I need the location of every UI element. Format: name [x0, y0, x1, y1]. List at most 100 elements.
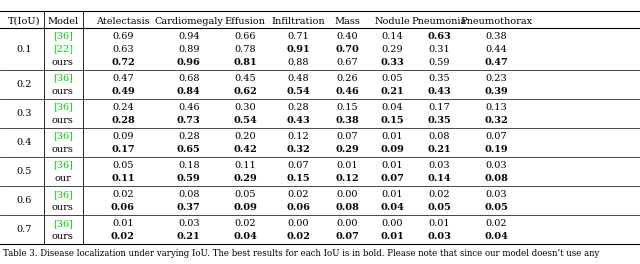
- Text: 0.15: 0.15: [337, 103, 358, 112]
- Text: 0.01: 0.01: [381, 190, 403, 199]
- Text: ours: ours: [52, 116, 74, 125]
- Text: 0.04: 0.04: [484, 232, 508, 241]
- Text: 0.43: 0.43: [286, 116, 310, 125]
- Text: 0.14: 0.14: [381, 32, 403, 41]
- Text: 0.11: 0.11: [234, 161, 256, 170]
- Text: 0.12: 0.12: [336, 174, 359, 183]
- Text: 0.81: 0.81: [234, 58, 257, 67]
- Text: 0.02: 0.02: [111, 232, 135, 241]
- Text: 0.4: 0.4: [17, 138, 32, 147]
- Text: [36]: [36]: [52, 219, 73, 228]
- Text: 0.02: 0.02: [287, 190, 309, 199]
- Text: 0.45: 0.45: [234, 74, 256, 83]
- Text: [36]: [36]: [52, 161, 73, 170]
- Text: 0.31: 0.31: [428, 45, 450, 54]
- Text: 0.44: 0.44: [485, 45, 507, 54]
- Text: 0.7: 0.7: [17, 225, 32, 234]
- Text: 0.11: 0.11: [111, 174, 134, 183]
- Text: 0.84: 0.84: [177, 87, 201, 96]
- Text: 0.07: 0.07: [287, 161, 309, 170]
- Text: 0.03: 0.03: [485, 161, 507, 170]
- Text: Infiltration: Infiltration: [271, 17, 325, 26]
- Text: 0.04: 0.04: [233, 232, 257, 241]
- Text: our: our: [54, 174, 71, 183]
- Text: 0.59: 0.59: [177, 174, 201, 183]
- Text: 0.07: 0.07: [337, 132, 358, 141]
- Text: 0.29: 0.29: [335, 145, 360, 154]
- Text: 0.54: 0.54: [286, 87, 310, 96]
- Text: 0.08: 0.08: [428, 132, 450, 141]
- Text: 0.28: 0.28: [111, 116, 135, 125]
- Text: 0.3: 0.3: [17, 109, 32, 118]
- Text: 0.01: 0.01: [381, 161, 403, 170]
- Text: 0.66: 0.66: [234, 32, 256, 41]
- Text: 0.01: 0.01: [380, 232, 404, 241]
- Text: [36]: [36]: [52, 190, 73, 199]
- Text: 0.28: 0.28: [178, 132, 200, 141]
- Text: 0.05: 0.05: [234, 190, 256, 199]
- Text: 0.21: 0.21: [428, 145, 451, 154]
- Text: 0.01: 0.01: [381, 132, 403, 141]
- Text: 0.35: 0.35: [427, 116, 451, 125]
- Text: [36]: [36]: [52, 103, 73, 112]
- Text: 0.47: 0.47: [112, 74, 134, 83]
- Text: 0.39: 0.39: [484, 87, 508, 96]
- Text: 0.06: 0.06: [286, 203, 310, 212]
- Text: 0.28: 0.28: [287, 103, 309, 112]
- Text: 0.00: 0.00: [287, 219, 309, 228]
- Text: 0.21: 0.21: [177, 232, 200, 241]
- Text: 0.32: 0.32: [484, 116, 508, 125]
- Text: [36]: [36]: [52, 74, 73, 83]
- Text: Atelectasis: Atelectasis: [96, 17, 150, 26]
- Text: 0.03: 0.03: [178, 219, 200, 228]
- Text: 0.14: 0.14: [428, 174, 451, 183]
- Text: 0.72: 0.72: [111, 58, 135, 67]
- Text: 0.09: 0.09: [380, 145, 404, 154]
- Text: 0.40: 0.40: [337, 32, 358, 41]
- Text: 0.73: 0.73: [177, 116, 201, 125]
- Text: Mass: Mass: [335, 17, 360, 26]
- Text: 0.00: 0.00: [381, 219, 403, 228]
- Text: 0.43: 0.43: [427, 87, 451, 96]
- Text: Effusion: Effusion: [225, 17, 266, 26]
- Text: 0.54: 0.54: [233, 116, 257, 125]
- Text: 0.01: 0.01: [428, 219, 450, 228]
- Text: ours: ours: [52, 87, 74, 96]
- Text: Pneumonia: Pneumonia: [412, 17, 467, 26]
- Text: 0.03: 0.03: [427, 232, 451, 241]
- Text: 0.05: 0.05: [112, 161, 134, 170]
- Text: 0.08: 0.08: [335, 203, 360, 212]
- Text: 0.46: 0.46: [178, 103, 200, 112]
- Text: 0.08: 0.08: [178, 190, 200, 199]
- Text: 0.07: 0.07: [485, 132, 507, 141]
- Text: Table 3. Disease localization under varying IoU. The best results for each IoU i: Table 3. Disease localization under vary…: [3, 249, 600, 258]
- Text: 0.12: 0.12: [287, 132, 309, 141]
- Text: 0.17: 0.17: [428, 103, 450, 112]
- Text: 0.24: 0.24: [112, 103, 134, 112]
- Text: 0.71: 0.71: [287, 32, 309, 41]
- Text: 0.03: 0.03: [485, 190, 507, 199]
- Text: Model: Model: [47, 17, 78, 26]
- Text: 0.29: 0.29: [233, 174, 257, 183]
- Text: 0.17: 0.17: [111, 145, 134, 154]
- Text: 0.65: 0.65: [177, 145, 201, 154]
- Text: 0.46: 0.46: [335, 87, 360, 96]
- Text: 0.33: 0.33: [380, 58, 404, 67]
- Text: 0.02: 0.02: [112, 190, 134, 199]
- Text: [22]: [22]: [52, 45, 73, 54]
- Text: 0.02: 0.02: [234, 219, 256, 228]
- Text: 0.18: 0.18: [178, 161, 200, 170]
- Text: 0.02: 0.02: [485, 219, 507, 228]
- Text: 0.19: 0.19: [484, 145, 508, 154]
- Text: ours: ours: [52, 203, 74, 212]
- Text: 0.29: 0.29: [381, 45, 403, 54]
- Text: 0.1: 0.1: [17, 45, 32, 54]
- Text: [36]: [36]: [52, 32, 73, 41]
- Text: 0.20: 0.20: [234, 132, 256, 141]
- Text: 0.5: 0.5: [17, 167, 32, 176]
- Text: 0.04: 0.04: [381, 103, 403, 112]
- Text: 0.96: 0.96: [177, 58, 201, 67]
- Text: 0.13: 0.13: [485, 103, 507, 112]
- Text: 0.05: 0.05: [381, 74, 403, 83]
- Text: 0.89: 0.89: [178, 45, 200, 54]
